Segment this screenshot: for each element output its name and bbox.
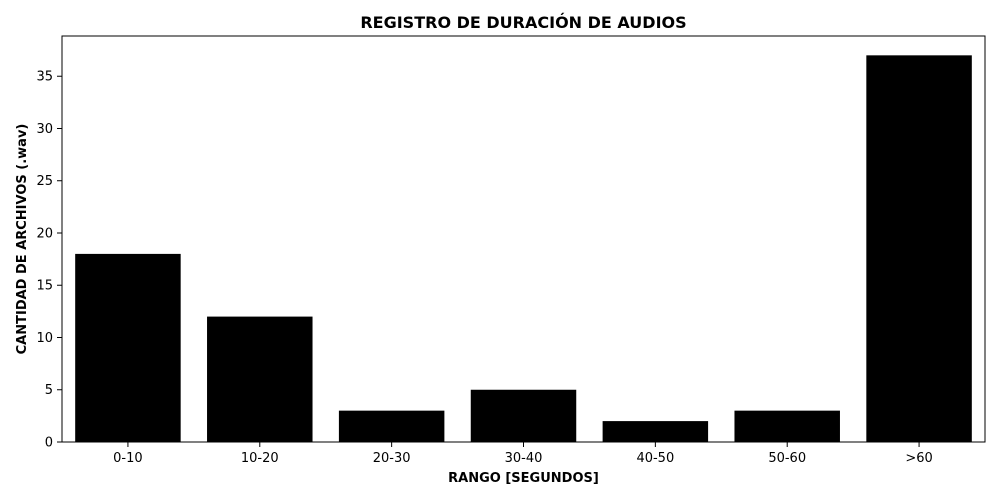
x-tick-label: 50-60 [768, 451, 806, 466]
y-tick-label: 30 [36, 122, 53, 137]
y-tick-label: 0 [45, 436, 53, 451]
bar-50-60 [734, 410, 840, 442]
bar-30-40 [470, 389, 577, 442]
bar-10-20 [207, 316, 313, 442]
y-tick-label: 5 [45, 383, 53, 398]
y-axis-label: CANTIDAD DE ARCHIVOS (.wav) [15, 124, 30, 355]
x-tick-label: 30-40 [505, 451, 543, 466]
x-tick-label: 10-20 [241, 451, 279, 466]
y-tick-label: 35 [36, 70, 53, 85]
bar-20-30 [338, 410, 445, 442]
y-tick-label: 10 [36, 331, 53, 346]
x-tick-label: >60 [905, 451, 932, 466]
plot-frame [61, 35, 986, 443]
bar->60 [866, 55, 972, 442]
x-tick-label: 0-10 [113, 451, 143, 466]
bar-0-10 [75, 253, 181, 442]
x-axis-label: RANGO [SEGUNDOS] [448, 471, 599, 486]
bar-40-50 [602, 421, 709, 442]
chart-title: REGISTRO DE DURACIÓN DE AUDIOS [360, 13, 686, 32]
y-tick-label: 20 [36, 226, 53, 241]
y-tick-label: 15 [36, 279, 53, 294]
y-tick-label: 25 [36, 174, 53, 189]
x-tick-label: 40-50 [636, 451, 674, 466]
x-tick-label: 20-30 [373, 451, 411, 466]
plot-area: 0-10 10-20 20-30 30-40 40-50 50-60 >60 0 5 10 15 20… [36, 55, 972, 466]
